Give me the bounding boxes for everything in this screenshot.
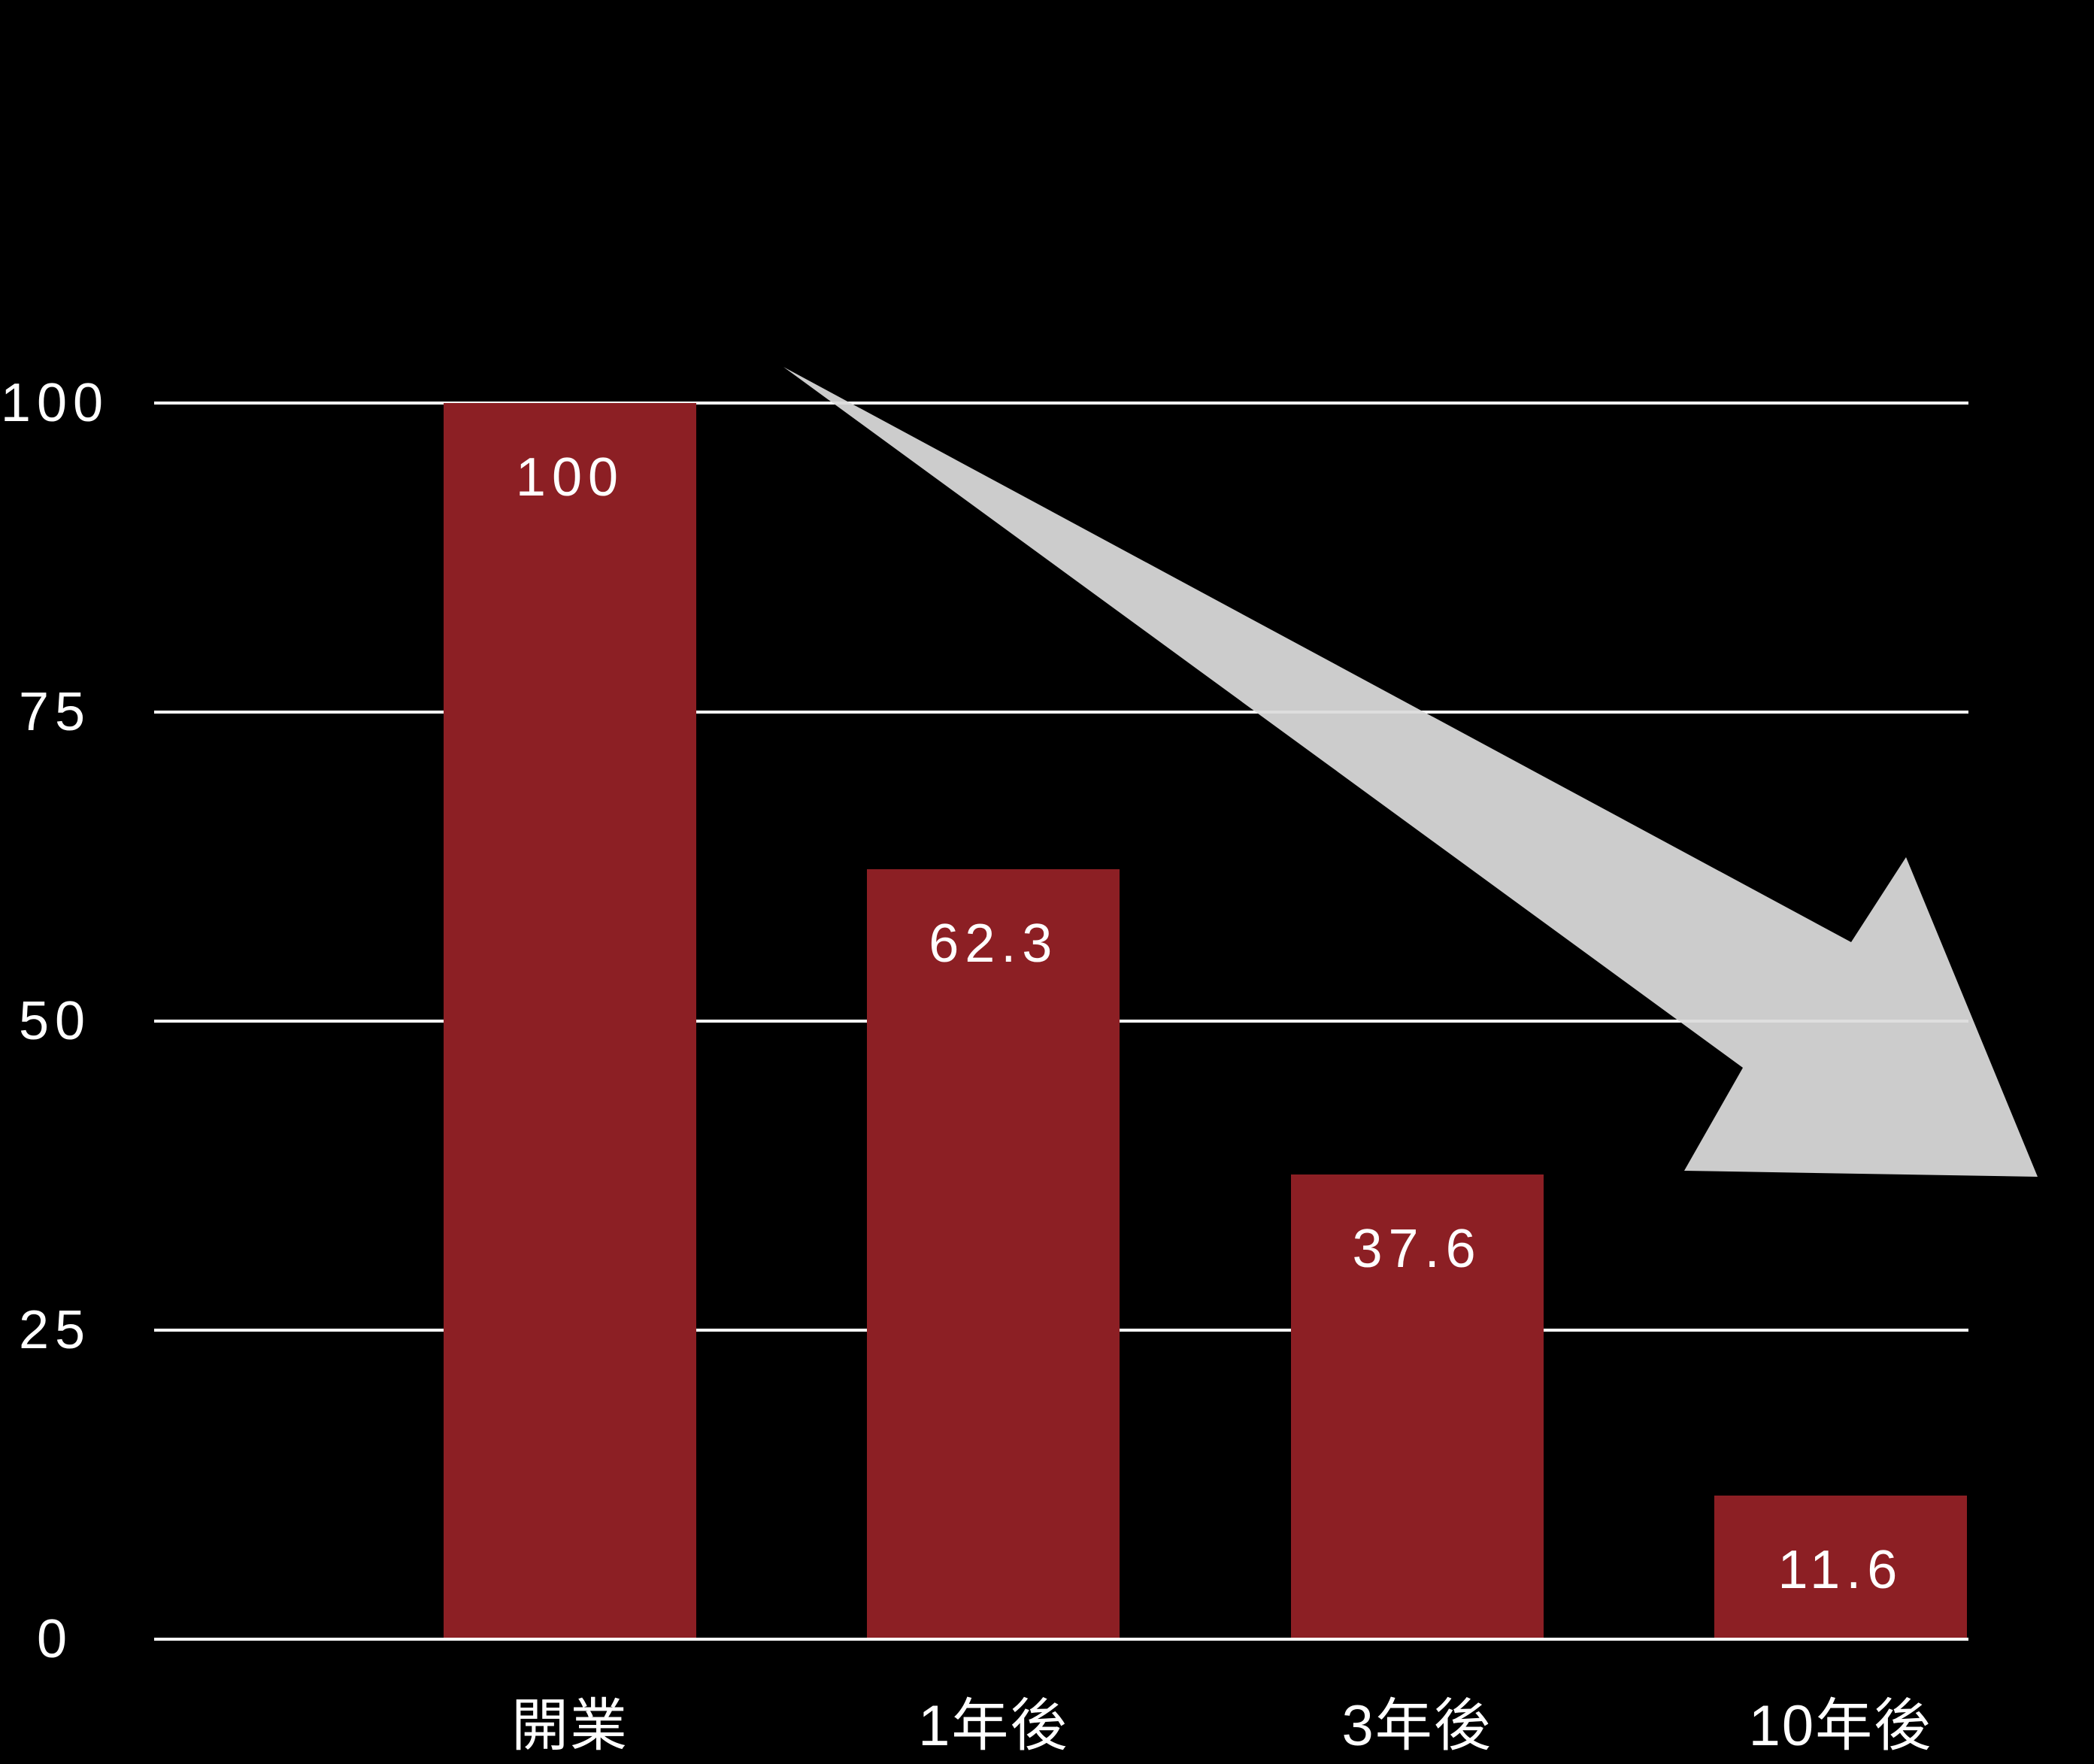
bar-value-label: 37.6 bbox=[1352, 1218, 1482, 1279]
bar-1年後 bbox=[867, 868, 1120, 1640]
bar-10年後 bbox=[1714, 1496, 1967, 1640]
y-tick-label: 100 bbox=[0, 373, 110, 433]
bar-value-label: 11.6 bbox=[1777, 1540, 1904, 1601]
gridline-0 bbox=[154, 1638, 1968, 1641]
gridline-75 bbox=[154, 711, 1968, 714]
x-tick-label: 1年後 bbox=[918, 1694, 1069, 1758]
y-tick-label: 75 bbox=[18, 682, 92, 742]
gridline-showthrough bbox=[783, 402, 1968, 1023]
y-tick-label: 50 bbox=[18, 991, 92, 1051]
x-tick-label: 10年後 bbox=[1748, 1694, 1933, 1758]
y-tick-label: 0 bbox=[36, 1609, 74, 1669]
x-tick-label: 開業 bbox=[511, 1694, 629, 1758]
bar-開業 bbox=[444, 403, 696, 1640]
y-tick-label: 25 bbox=[18, 1300, 92, 1360]
bar-value-label: 62.3 bbox=[929, 913, 1059, 974]
decline-arrow-shape bbox=[783, 367, 2038, 1177]
bar-value-label: 100 bbox=[515, 447, 625, 508]
bar-3年後 bbox=[1290, 1174, 1544, 1640]
x-tick-label: 3年後 bbox=[1341, 1694, 1492, 1758]
gridline-100 bbox=[154, 402, 1968, 405]
